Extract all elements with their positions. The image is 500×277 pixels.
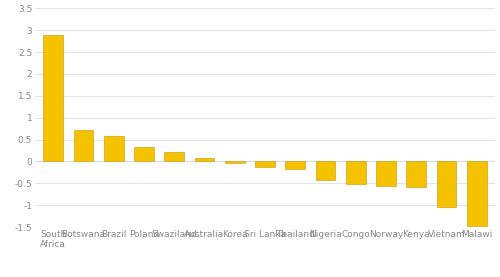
Bar xyxy=(255,161,275,167)
Bar xyxy=(194,158,214,161)
Bar xyxy=(406,161,426,187)
Bar xyxy=(376,161,396,186)
Bar xyxy=(346,161,366,184)
Bar xyxy=(225,161,244,163)
Bar xyxy=(467,161,486,226)
Bar xyxy=(44,35,63,161)
Bar xyxy=(436,161,456,207)
Bar xyxy=(286,161,305,169)
Bar xyxy=(164,152,184,161)
Bar xyxy=(316,161,336,180)
Bar xyxy=(104,136,124,161)
Bar xyxy=(74,130,94,161)
Bar xyxy=(134,147,154,161)
